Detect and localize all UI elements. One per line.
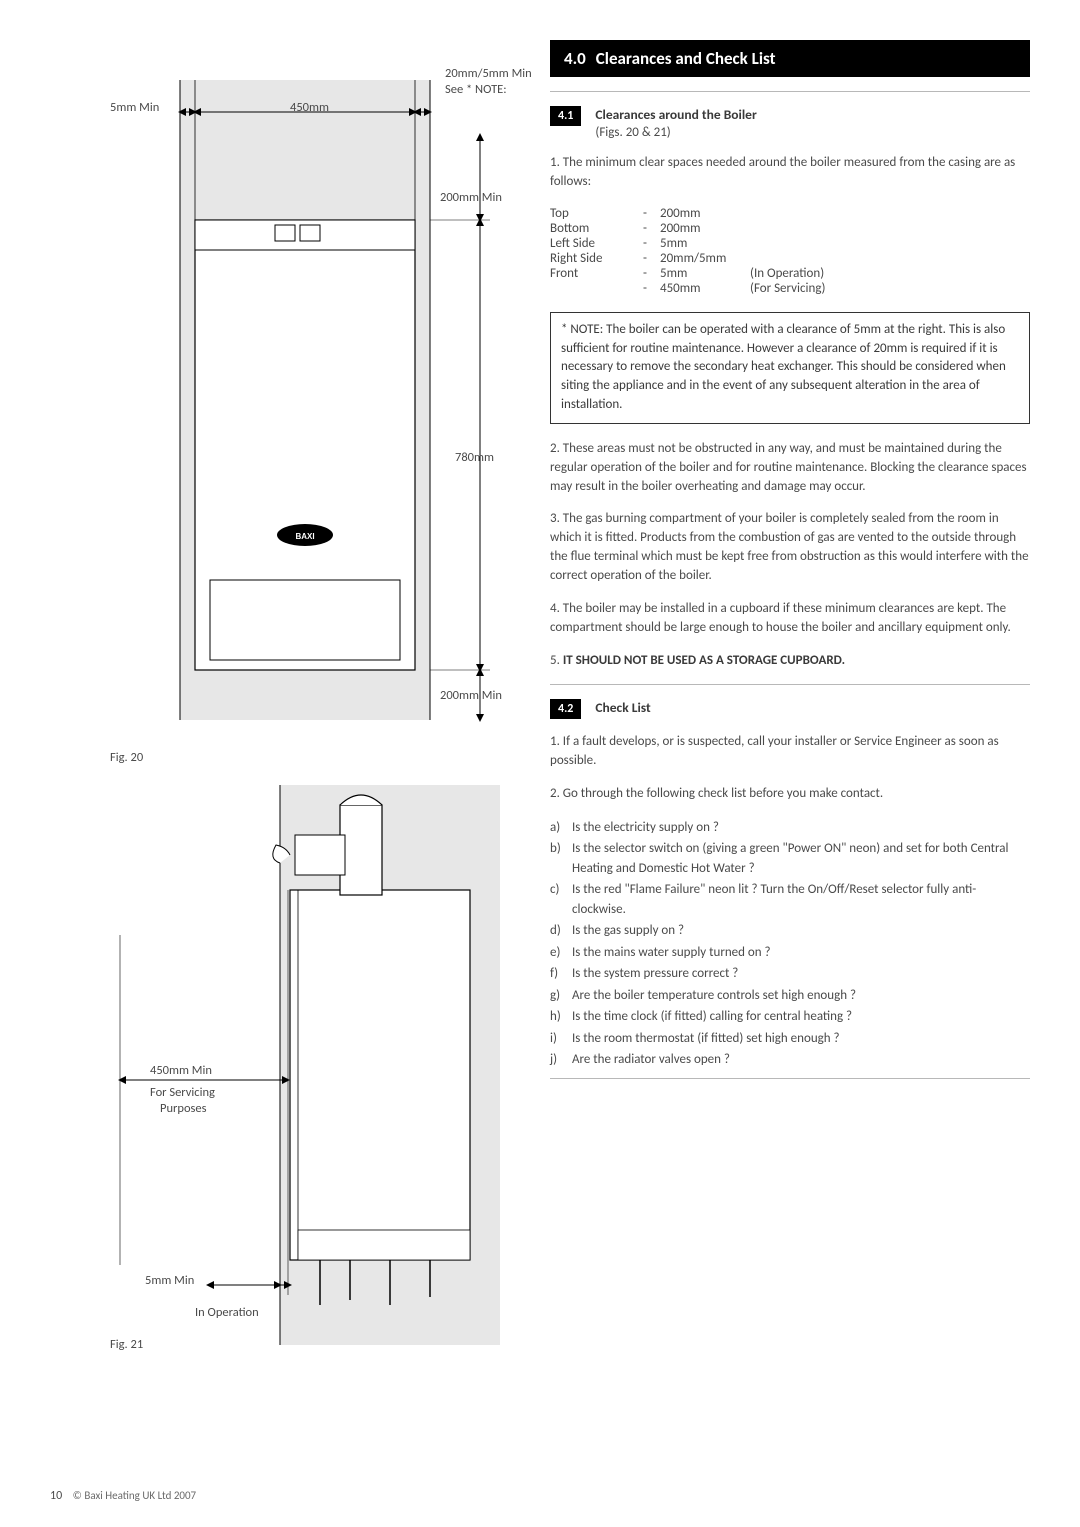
para-4-2-1: 1. If a fault develops, or is suspected,… <box>550 733 1030 771</box>
divider <box>550 684 1030 685</box>
note-box: * NOTE: The boiler can be operated with … <box>550 312 1030 424</box>
para-4-1-4: 4. The boiler may be installed in a cupb… <box>550 600 1030 638</box>
dim-front-service: 450mm Min <box>150 1063 212 1078</box>
dim-front-service-sub: For Servicing <box>150 1085 215 1100</box>
section-number: 4.0 <box>564 48 586 69</box>
text-column: 4.0 Clearances and Check List 4.1 Clearan… <box>550 40 1030 1352</box>
sub-badge-4-1: 4.1 <box>550 106 581 126</box>
clearance-table: Top-200mm Bottom-200mm Left Side-5mm Rig… <box>550 206 1030 296</box>
para-4-1-intro: 1. The minimum clear spaces needed aroun… <box>550 154 1030 192</box>
dim-bottom-min: 200mm Min <box>440 688 502 703</box>
dim-right-min-a: 20mm/5mm Min <box>445 66 532 81</box>
dim-left-min: 5mm Min <box>110 100 159 115</box>
figure-21: 450mm Min For Servicing Purposes 5mm Min… <box>50 785 520 1355</box>
checklist: a)Is the electricity supply on ? b)Is th… <box>550 818 1030 1070</box>
dim-top-min: 200mm Min <box>440 190 502 205</box>
sub-title-4-1: Clearances around the Boiler <box>595 106 756 123</box>
figure-20-svg: BAXI <box>50 40 520 740</box>
dim-right-min-b: See * NOTE: <box>445 82 507 97</box>
dim-front-op: 5mm Min <box>145 1273 194 1288</box>
subsection-4-1-header: 4.1 Clearances around the Boiler (Figs. … <box>550 106 1030 140</box>
figure-20-caption: Fig. 20 <box>110 750 520 765</box>
para-4-1-2: 2. These areas must not be obstructed in… <box>550 440 1030 497</box>
figure-20: 5mm Min 450mm 20mm/5mm Min See * NOTE: 2… <box>50 40 520 740</box>
section-header: 4.0 Clearances and Check List <box>550 40 1030 77</box>
dim-width: 450mm <box>290 100 329 115</box>
page-footer: 10 © Baxi Heating UK Ltd 2007 <box>50 1489 196 1503</box>
divider <box>550 91 1030 92</box>
figure-21-svg <box>50 785 520 1345</box>
para-4-1-3: 3. The gas burning compartment of your b… <box>550 510 1030 585</box>
figures-column: 5mm Min 450mm 20mm/5mm Min See * NOTE: 2… <box>50 40 520 1352</box>
sub-badge-4-2: 4.2 <box>550 699 581 719</box>
divider <box>550 1078 1030 1079</box>
dim-height: 780mm <box>455 450 494 465</box>
dim-front-service-sub2: Purposes <box>160 1101 207 1116</box>
sub-title-4-2: Check List <box>595 699 650 716</box>
copyright: © Baxi Heating UK Ltd 2007 <box>73 1489 196 1502</box>
subsection-4-2-header: 4.2 Check List <box>550 699 1030 719</box>
para-4-1-5: 5. IT SHOULD NOT BE USED AS A STORAGE CU… <box>550 652 1030 671</box>
para-4-2-2: 2. Go through the following check list b… <box>550 785 1030 804</box>
baxi-badge: BAXI <box>295 532 314 541</box>
page-number: 10 <box>50 1489 62 1503</box>
sub-ref-4-1: (Figs. 20 & 21) <box>595 125 756 140</box>
dim-front-op-sub: In Operation <box>195 1305 259 1320</box>
section-title: Clearances and Check List <box>596 48 776 69</box>
